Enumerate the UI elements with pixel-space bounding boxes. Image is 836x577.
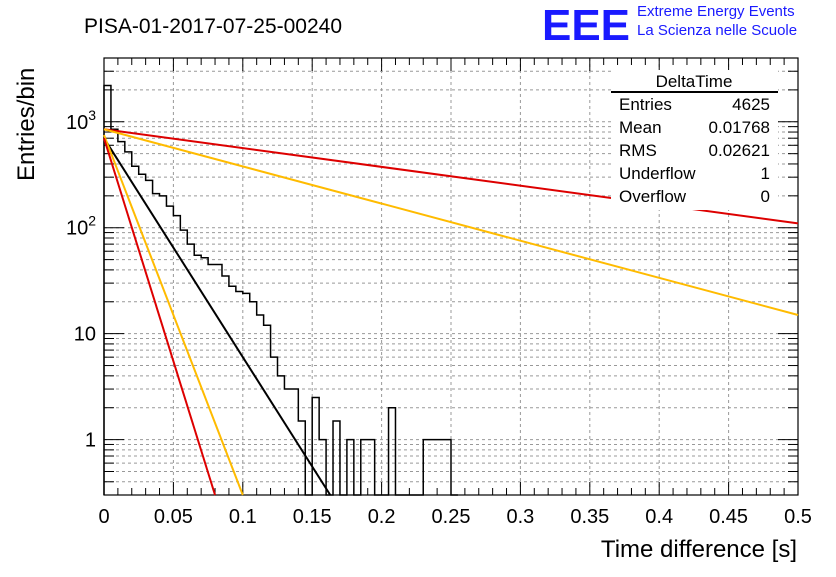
x-tick-label: 0.5 xyxy=(784,506,812,528)
axes: 0 0.05 0.1 0.15 0.2 0.25 0.3 0.35 0.4 0.45 0.51101… xyxy=(66,57,812,528)
eee-caption-line1: Extreme Energy Events xyxy=(637,3,795,20)
fit-lines xyxy=(103,128,799,496)
x-tick-label: 0 xyxy=(98,506,109,528)
eee-logo-icon: EEE xyxy=(542,1,630,46)
stats-row-value: 0 xyxy=(761,187,770,206)
x-tick-label: 0.35 xyxy=(570,506,609,528)
y-axis-label: Entries/bin xyxy=(13,68,40,181)
x-tick-label: 0.45 xyxy=(709,506,748,528)
stats-row-value: 0.02621 xyxy=(709,141,770,160)
stats-row-value: 0.01768 xyxy=(709,118,770,137)
stats-row-label: Underflow xyxy=(619,164,696,183)
x-tick-label: 0.4 xyxy=(645,506,673,528)
x-tick-label: 0.15 xyxy=(293,506,332,528)
stats-box: DeltaTime Entries 4625 Mean 0.01768 RMS 0.026… xyxy=(611,70,778,210)
x-tick-label: 0.1 xyxy=(229,506,257,528)
fit-line xyxy=(103,134,244,496)
fit-line xyxy=(103,137,332,496)
stats-box-bg xyxy=(611,70,778,210)
stats-row-label: Mean xyxy=(619,118,662,137)
x-tick-label: 0.25 xyxy=(432,506,471,528)
run-title: PISA-01-2017-07-25-00240 xyxy=(84,15,342,38)
y-tick-label: 103 xyxy=(66,107,96,134)
stats-row-value: 4625 xyxy=(732,95,770,114)
stats-title: DeltaTime xyxy=(656,72,733,91)
stats-rows: Entries 4625 Mean 0.01768 RMS 0.02621 Underflo… xyxy=(619,95,770,206)
fit-line xyxy=(103,137,216,496)
y-tick-label: 1 xyxy=(85,430,96,452)
x-axis-label: Time difference [s] xyxy=(601,536,797,563)
fit-line xyxy=(103,128,799,316)
eee-logo-text: EEE xyxy=(542,1,630,46)
histogram-steps xyxy=(103,84,458,496)
eee-caption: Extreme Energy Events La Scienza nelle S… xyxy=(637,2,797,40)
x-tick-label: 0.3 xyxy=(506,506,534,528)
stats-row-label: RMS xyxy=(619,141,657,160)
y-tick-label: 10 xyxy=(74,324,96,346)
stats-row-label: Overflow xyxy=(619,187,687,206)
x-tick-label: 0.2 xyxy=(368,506,396,528)
y-tick-exponent: 2 xyxy=(88,213,96,229)
x-tick-label: 0.05 xyxy=(154,506,193,528)
stats-row-value: 1 xyxy=(761,164,770,183)
y-tick-exponent: 3 xyxy=(88,107,96,123)
eee-caption-line2: La Scienza nelle Scuole xyxy=(637,22,798,39)
stats-row-label: Entries xyxy=(619,95,672,114)
y-tick-label: 102 xyxy=(66,213,96,240)
